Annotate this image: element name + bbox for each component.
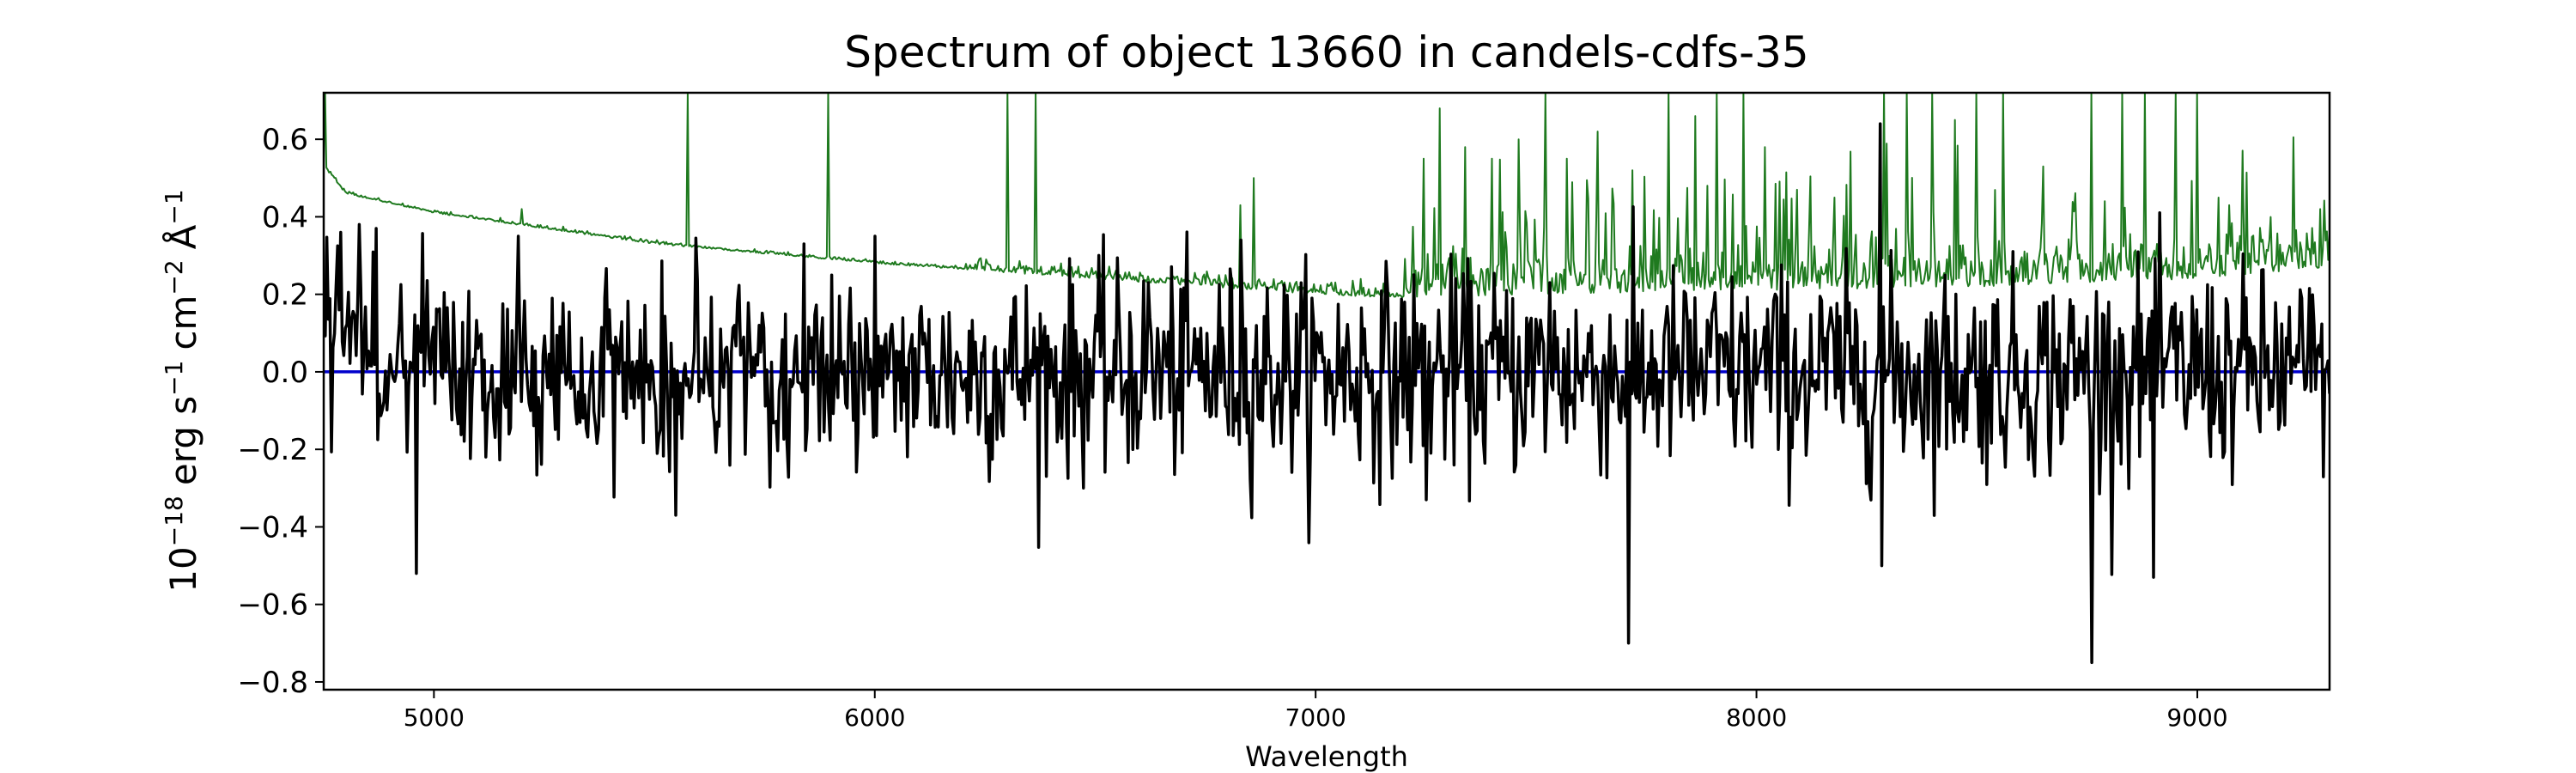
y-label-unit-cm: cm	[162, 295, 204, 350]
x-tick-label: 7000	[1285, 703, 1346, 732]
y-axis-label: 10−18erg s−1cm−2Å−1	[160, 189, 204, 592]
y-tick-label: −0.2	[237, 433, 308, 467]
plot-frame	[322, 91, 2331, 691]
plot-area	[322, 91, 2331, 691]
y-tick-label: −0.8	[237, 666, 308, 700]
y-label-exp-cm: −2	[160, 259, 188, 295]
series-flux-line	[324, 122, 2330, 665]
y-tick-label: 0.6	[262, 123, 308, 157]
y-label-unit-ang: Å	[161, 224, 204, 249]
x-tick-label: 6000	[844, 703, 905, 732]
y-label-base: 10	[162, 546, 204, 592]
y-tick-label: 0.4	[262, 200, 308, 234]
x-tick-label: 5000	[404, 703, 465, 732]
y-label-exp-ang: −1	[160, 189, 188, 224]
x-tick-label: 9000	[2166, 703, 2227, 732]
y-tick-label: 0.0	[262, 356, 308, 390]
chart-title: Spectrum of object 13660 in candels-cdfs…	[844, 27, 1809, 77]
y-label-exp-s: −1	[160, 361, 188, 396]
x-axis: 5000 6000 7000 8000 9000	[404, 690, 2228, 732]
x-tick-label: 8000	[1726, 703, 1787, 732]
y-tick-label: 0.2	[262, 278, 308, 313]
y-axis: 0.6 0.4 0.2 0.0 −0.2 −0.4 −0.6 −0.8	[237, 123, 324, 700]
y-label-exp-flux: −18	[160, 496, 188, 546]
y-label-unit-erg: erg s	[162, 396, 204, 485]
series-error-line	[324, 93, 2330, 299]
y-tick-label: −0.6	[237, 588, 308, 623]
x-axis-label: Wavelength	[1245, 740, 1408, 773]
y-tick-label: −0.4	[237, 510, 308, 545]
